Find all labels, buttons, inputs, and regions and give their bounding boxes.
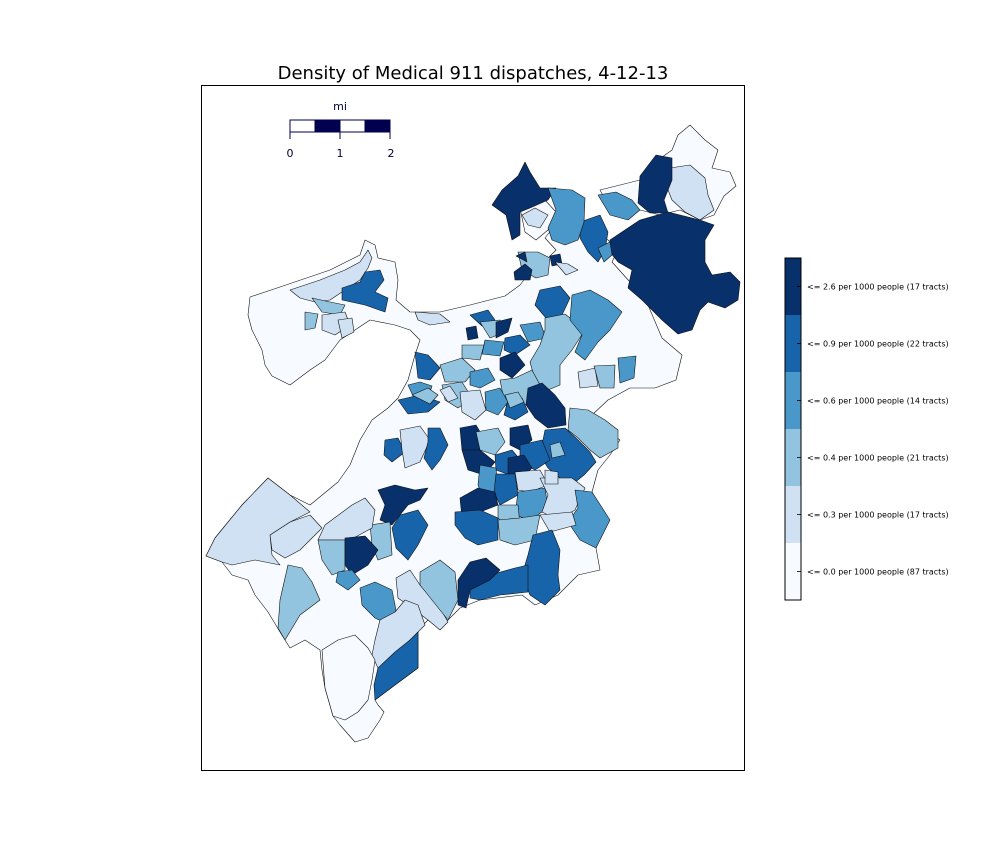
colorbar-label-5: <= 2.6 per 1000 people (17 tracts) xyxy=(807,283,949,292)
colorbar-label-2: <= 0.4 per 1000 people (21 tracts) xyxy=(807,454,949,463)
map-title: Density of Medical 911 dispatches, 4-12-… xyxy=(278,63,669,84)
tract-roxbury-b xyxy=(475,427,506,456)
tract-backbay-k xyxy=(469,367,496,389)
tract-southend-c xyxy=(484,387,509,416)
tract-roxbury-i xyxy=(493,473,519,506)
tract-backbay-j xyxy=(499,351,526,379)
tract-jp-d xyxy=(383,437,406,463)
tract-jp-b xyxy=(391,509,429,561)
tract-charlestown-f xyxy=(515,251,528,263)
tract-westrox-e xyxy=(344,535,379,576)
tract-dorch-a xyxy=(567,407,619,459)
tract-airport xyxy=(609,211,741,335)
tract-brighton-f xyxy=(337,317,355,339)
tract-charlestown-h xyxy=(554,261,579,276)
scale-unit-label: mi xyxy=(333,100,347,113)
tract-misc-a xyxy=(439,385,459,403)
tract-southboston-c xyxy=(617,355,637,384)
tract-dorch-e xyxy=(539,511,577,533)
tract-backbay-i xyxy=(461,344,485,361)
colorbar-swatch-3 xyxy=(785,372,801,429)
tract-hydepark-a xyxy=(373,631,419,701)
scale-seg-1 xyxy=(289,119,316,133)
scale-bar: mi 0 1 2 xyxy=(287,100,395,160)
tract-eastboston-b xyxy=(637,154,673,214)
tract-fenway-d xyxy=(411,387,439,405)
tract-charlestown-e xyxy=(513,263,533,281)
tract-brighton-c xyxy=(311,297,346,316)
tract-dorch-d xyxy=(567,489,611,549)
colorbar-swatch-5 xyxy=(785,258,801,315)
tract-backbay-h xyxy=(481,339,505,357)
tract-southend-b xyxy=(525,382,567,429)
tract-charlestown-c xyxy=(521,207,549,229)
map-area xyxy=(205,124,741,743)
tract-jp-e xyxy=(399,425,431,469)
colorbar-label-4: <= 0.9 per 1000 people (22 tracts) xyxy=(807,340,949,349)
tract-misc-d xyxy=(549,441,566,459)
tract-eastboston-e xyxy=(597,241,613,263)
tract-fenway-a xyxy=(414,351,441,381)
colorbar-swatch-2 xyxy=(785,429,801,486)
colorbar-label-3: <= 0.6 per 1000 people (14 tracts) xyxy=(807,397,949,406)
tract-eastboston-c xyxy=(597,191,641,221)
colorbar-swatch-1 xyxy=(785,486,801,543)
tract-jp-a xyxy=(377,484,429,526)
tract-dorch-h xyxy=(469,564,529,601)
colorbar-swatch-4 xyxy=(785,315,801,372)
tract-westrox-g xyxy=(277,564,321,641)
tract-roxbury-j xyxy=(514,469,549,493)
tract-brighton-b xyxy=(341,269,389,313)
colorbar-label-1: <= 0.3 per 1000 people (17 tracts) xyxy=(807,511,949,520)
scale-tick-label-1: 1 xyxy=(337,147,344,160)
tract-downtown-c xyxy=(569,289,623,361)
scale-seg-3 xyxy=(339,119,366,133)
tract-southboston-b xyxy=(593,364,616,389)
colorbar-label-0: <= 0.0 per 1000 people (87 tracts) xyxy=(807,568,949,577)
colorbar-legend: <= 0.0 per 1000 people (87 tracts) <= 0.3… xyxy=(784,257,949,601)
tract-westrox-c xyxy=(205,477,311,566)
tract-backbay-e xyxy=(495,317,513,339)
tract-roxbury-n xyxy=(454,509,499,546)
tract-misc-b xyxy=(544,469,559,485)
tract-southboston-a xyxy=(577,367,599,389)
scale-seg-4 xyxy=(364,119,391,133)
scale-seg-2 xyxy=(314,119,341,133)
scale-tick-label-2: 2 xyxy=(388,147,395,160)
tract-charlestown-b xyxy=(547,187,586,246)
scale-tick-label-0: 0 xyxy=(287,147,294,160)
tract-jp-f xyxy=(423,427,449,471)
colorbar-outline xyxy=(784,257,802,601)
tract-allston-a xyxy=(414,311,451,326)
tract-roslindale-c xyxy=(419,559,459,621)
tract-backbay-c xyxy=(465,325,479,341)
tract-backbay-g xyxy=(503,334,531,356)
tract-westrox-f xyxy=(335,569,361,591)
tract-southend-e xyxy=(459,389,487,421)
tract-hydepark-b xyxy=(321,634,376,721)
tract-dorch-g xyxy=(521,529,561,606)
tract-mattapan-a xyxy=(457,557,501,609)
tract-brighton-d xyxy=(304,311,319,331)
tract-westrox-b xyxy=(269,514,323,559)
colorbar-swatch-0 xyxy=(785,543,801,600)
tract-eastboston-a xyxy=(665,164,715,221)
tract-misc-c xyxy=(504,391,525,409)
